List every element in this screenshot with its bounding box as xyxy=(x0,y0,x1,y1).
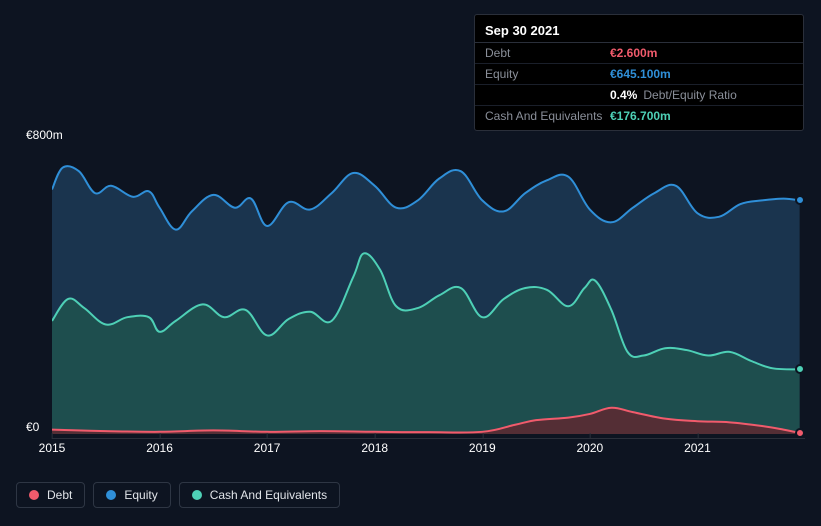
chart-svg xyxy=(52,142,805,434)
x-axis-tick: 2017 xyxy=(254,439,281,455)
tooltip-value: €2.600m xyxy=(610,46,657,60)
tooltip-label: Equity xyxy=(485,67,610,81)
x-axis-tick: 2015 xyxy=(39,439,66,455)
legend-dot-icon xyxy=(106,490,116,500)
x-axis-tick: 2019 xyxy=(469,439,496,455)
y-axis-max-label: €800m xyxy=(26,128,63,142)
series-end-dot xyxy=(795,364,805,374)
tooltip-label xyxy=(485,88,610,102)
legend-item[interactable]: Equity xyxy=(93,482,170,508)
x-axis-tick: 2021 xyxy=(684,439,711,455)
x-axis: 2015201620172018201920202021 xyxy=(52,438,805,456)
legend-dot-icon xyxy=(29,490,39,500)
legend-item[interactable]: Cash And Equivalents xyxy=(179,482,340,508)
debt-equity-chart: €800m €0 2015 2016 2017 2018 2019 2020 2021 xyxy=(16,120,805,456)
series-end-dot xyxy=(795,195,805,205)
y-axis-min-label: €0 xyxy=(26,420,39,434)
tooltip-row: Debt€2.600m xyxy=(475,42,803,63)
tooltip-label: Debt xyxy=(485,46,610,60)
legend-label: Equity xyxy=(124,488,157,502)
tooltip-row: 0.4% Debt/Equity Ratio xyxy=(475,84,803,105)
x-axis-tick: 2018 xyxy=(361,439,388,455)
tooltip-date: Sep 30 2021 xyxy=(475,15,803,42)
tooltip-value: 0.4% xyxy=(610,88,637,102)
tooltip-row: Equity€645.100m xyxy=(475,63,803,84)
chart-tooltip: Sep 30 2021 Debt€2.600mEquity€645.100m0.… xyxy=(474,14,804,131)
legend-label: Debt xyxy=(47,488,72,502)
chart-legend: Debt Equity Cash And Equivalents xyxy=(16,482,340,508)
tooltip-extra: Debt/Equity Ratio xyxy=(643,88,736,102)
series-end-dot xyxy=(795,428,805,438)
legend-item[interactable]: Debt xyxy=(16,482,85,508)
tooltip-value: €645.100m xyxy=(610,67,671,81)
legend-dot-icon xyxy=(192,490,202,500)
legend-label: Cash And Equivalents xyxy=(210,488,327,502)
chart-plot-area[interactable] xyxy=(52,142,805,434)
x-axis-tick: 2016 xyxy=(146,439,173,455)
x-axis-tick: 2020 xyxy=(576,439,603,455)
